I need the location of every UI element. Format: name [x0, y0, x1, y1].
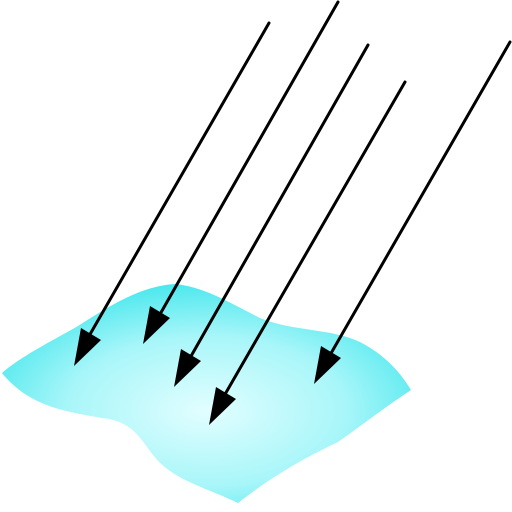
arrow-5: [314, 40, 512, 384]
arrow-shaft: [218, 80, 407, 405]
arrow-head: [74, 328, 101, 366]
arrow-group: [74, 0, 512, 425]
arrow-shaft: [153, 0, 340, 325]
arrow-head: [314, 346, 341, 384]
surface-patch: [2, 284, 411, 503]
arrow-2: [143, 0, 340, 344]
arrow-1: [74, 21, 271, 366]
arrow-4: [209, 80, 407, 425]
arrow-shaft: [83, 21, 271, 345]
arrow-head: [143, 306, 170, 344]
arrow-head: [209, 387, 236, 425]
arrow-3: [174, 43, 370, 387]
arrow-head: [174, 349, 201, 387]
arrow-shaft: [184, 43, 370, 367]
arrow-shaft: [324, 40, 512, 364]
